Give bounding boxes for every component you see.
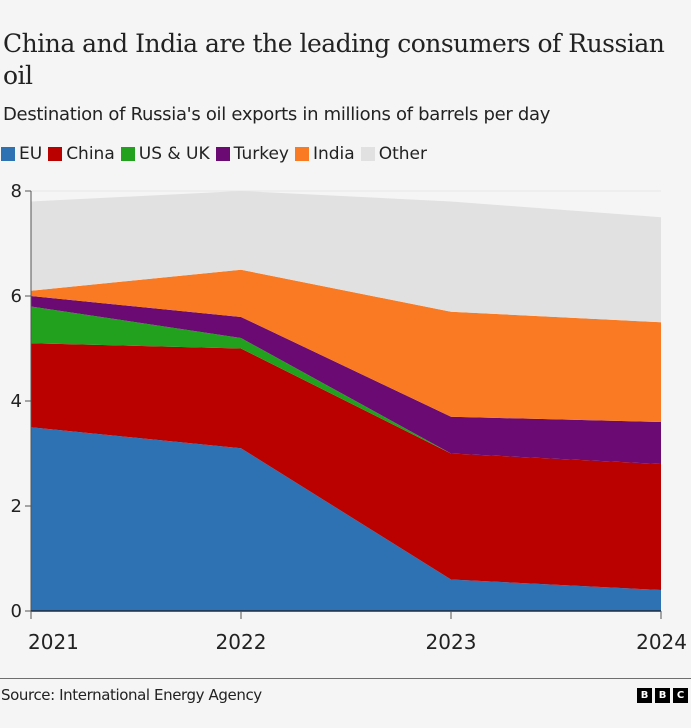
- legend-swatch-china: [48, 147, 63, 161]
- legend-swatch-other: [360, 147, 375, 161]
- footer-divider: [0, 678, 691, 679]
- legend-label-other: Other: [378, 144, 427, 164]
- legend-item-turkey: Turkey: [215, 144, 289, 164]
- legend-label-turkey: Turkey: [233, 144, 289, 164]
- y-tick-label: 6: [11, 286, 22, 307]
- chart-subtitle: Destination of Russia's oil exports in m…: [3, 104, 551, 125]
- legend-item-eu: EU: [1, 144, 42, 164]
- area-layers: [31, 190, 661, 611]
- bbc-logo-letter: B: [655, 688, 670, 703]
- legend-swatch-eu: [1, 147, 15, 161]
- legend-item-us-uk: US & UK: [120, 144, 210, 164]
- legend-label-india: India: [312, 144, 355, 164]
- area-china: [31, 343, 661, 590]
- chart-title: China and India are the leading consumer…: [3, 29, 665, 90]
- area-eu: [31, 427, 661, 611]
- legend: EU China US & UK Turkey India Other: [1, 144, 433, 164]
- y-tick-label: 4: [11, 391, 22, 412]
- axes: 0 2 4 6 8 2021 2022 2023 2024: [11, 181, 687, 654]
- x-tick-label: 2024: [636, 630, 687, 654]
- legend-item-india: India: [294, 144, 355, 164]
- legend-swatch-turkey: [215, 147, 230, 161]
- x-tick-label: 2021: [28, 630, 79, 654]
- legend-swatch-us-uk: [120, 147, 135, 161]
- source-note: Source: International Energy Agency: [1, 686, 262, 704]
- legend-item-china: China: [48, 144, 115, 164]
- legend-label-us-uk: US & UK: [138, 144, 210, 164]
- legend-swatch-india: [294, 147, 309, 161]
- bbc-logo-letter: C: [673, 688, 688, 703]
- area-india: [31, 269, 661, 422]
- y-tick-label: 2: [11, 496, 22, 517]
- area-other: [31, 191, 661, 323]
- x-tick-label: 2022: [216, 630, 267, 654]
- area-turkey: [31, 296, 661, 464]
- legend-item-other: Other: [360, 144, 427, 164]
- area-us-uk: [31, 306, 661, 464]
- legend-label-china: China: [66, 144, 115, 164]
- stacked-area-chart: 0 2 4 6 8 2021 2022 2023 2024: [11, 181, 687, 654]
- x-tick-label: 2023: [426, 630, 477, 654]
- y-tick-label: 8: [11, 181, 22, 202]
- bbc-logo: B B C: [637, 688, 688, 703]
- bbc-logo-letter: B: [637, 688, 652, 703]
- y-tick-label: 0: [11, 601, 22, 622]
- legend-label-eu: EU: [19, 144, 43, 164]
